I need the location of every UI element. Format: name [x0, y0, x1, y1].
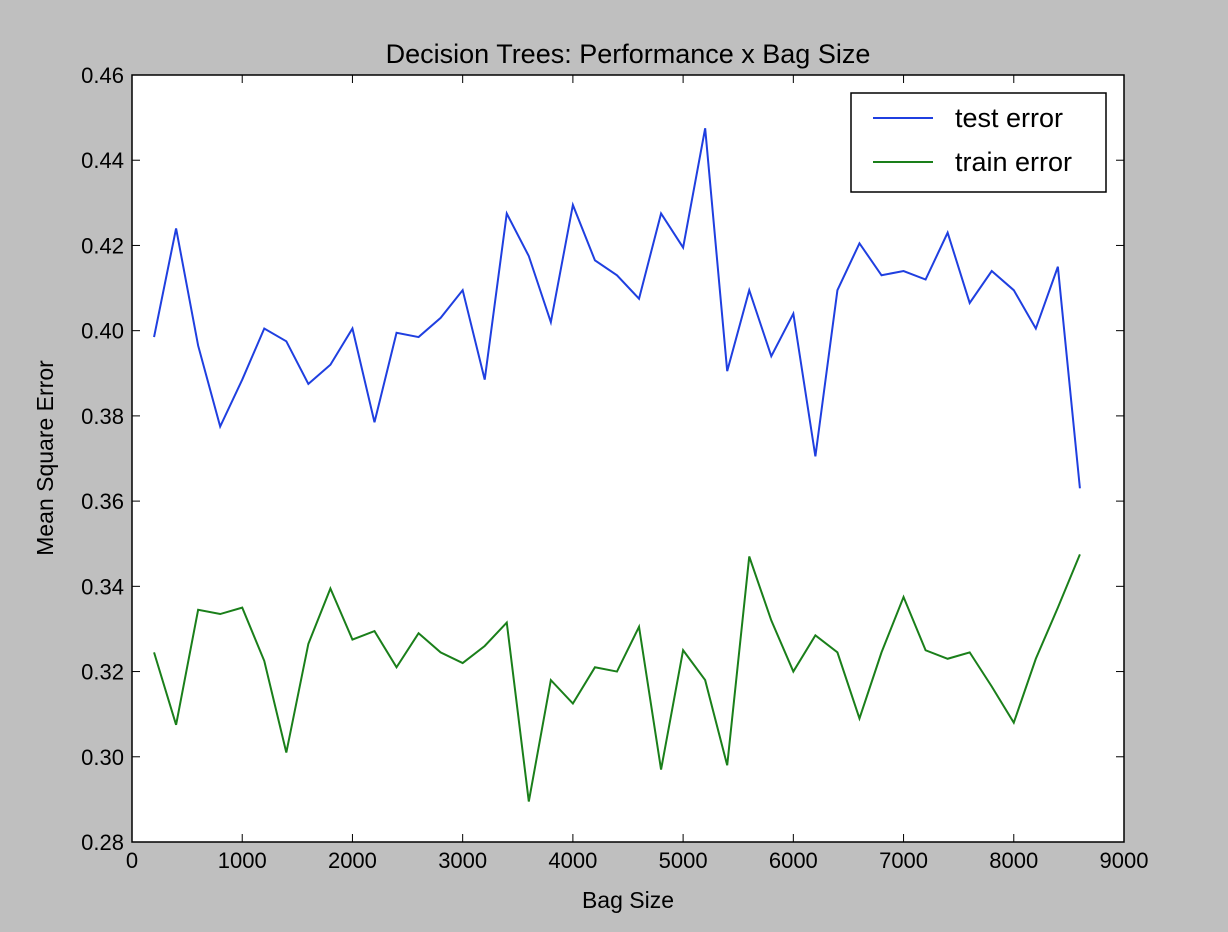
x-tick-label: 3000	[438, 848, 487, 873]
legend: test error train error	[850, 92, 1107, 193]
series-layer	[153, 128, 1081, 802]
x-axis-label: Bag Size	[582, 887, 674, 913]
y-tick-label: 0.44	[81, 148, 124, 173]
y-tick-label: 0.30	[81, 745, 124, 770]
x-tick-label: 0	[126, 848, 138, 873]
y-tick-label: 0.36	[81, 489, 124, 514]
y-axis-label: Mean Square Error	[32, 360, 58, 556]
y-tick-label: 0.46	[81, 63, 124, 88]
x-tick-label: 7000	[879, 848, 928, 873]
legend-box	[850, 92, 1107, 193]
x-tick-label: 8000	[989, 848, 1038, 873]
x-tick-label: 2000	[328, 848, 377, 873]
y-tick-label: 0.42	[81, 233, 124, 258]
plot-area	[131, 74, 1125, 843]
y-tick-label: 0.34	[81, 574, 124, 599]
x-tick-label: 4000	[548, 848, 597, 873]
y-tick-label: 0.40	[81, 319, 124, 344]
x-tick-label: 9000	[1100, 848, 1149, 873]
x-tick-label: 5000	[659, 848, 708, 873]
axis-ticks: 0 1000 2000 3000 4000 5000 6000 7000 8000 9000 0.2…	[81, 63, 1148, 873]
legend-label-test-error: test error	[955, 103, 1063, 133]
series-line-train-error	[153, 553, 1081, 802]
chart-title: Decision Trees: Performance x Bag Size	[386, 39, 871, 69]
legend-label-train-error: train error	[955, 147, 1072, 177]
series-line-test-error	[153, 128, 1081, 489]
y-tick-label: 0.32	[81, 660, 124, 685]
x-tick-label: 6000	[769, 848, 818, 873]
x-tick-label: 1000	[218, 848, 267, 873]
y-tick-label: 0.28	[81, 830, 124, 855]
y-tick-label: 0.38	[81, 404, 124, 429]
